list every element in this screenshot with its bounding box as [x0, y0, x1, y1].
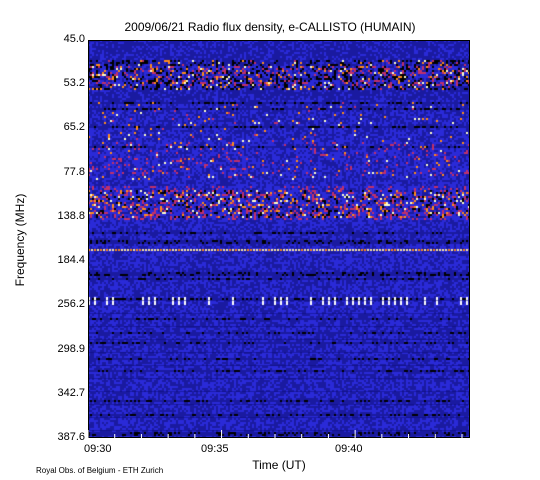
plot-frame	[88, 40, 470, 438]
spectrogram-heatmap	[88, 40, 470, 438]
y-tick-label: 256.2	[57, 298, 85, 311]
y-tick-label: 342.7	[57, 386, 85, 399]
x-axis-label: Time (UT)	[252, 458, 306, 472]
y-tick-label: 53.2	[63, 77, 85, 90]
x-tick-label: 09:40	[335, 443, 363, 455]
chart-title: 2009/06/21 Radio flux density, e-CALLIST…	[124, 20, 416, 34]
x-tick-label: 09:35	[201, 443, 229, 455]
plot-axes	[88, 40, 470, 438]
y-tick-label: 65.2	[63, 121, 85, 134]
y-tick-label: 298.9	[57, 342, 85, 355]
y-tick-label: 77.8	[63, 165, 85, 178]
credit-text: Royal Obs. of Belgium - ETH Zurich	[36, 466, 164, 475]
y-tick-label: 387.6	[57, 431, 85, 443]
plot-area	[88, 40, 470, 438]
y-tick-label: 184.4	[57, 254, 85, 267]
y-axis-label: Frequency (MHz)	[13, 193, 27, 287]
y-tick-label: 45.0	[63, 33, 85, 45]
y-tick-label: 138.8	[57, 209, 85, 222]
x-tick-label: 09:30	[84, 443, 112, 455]
